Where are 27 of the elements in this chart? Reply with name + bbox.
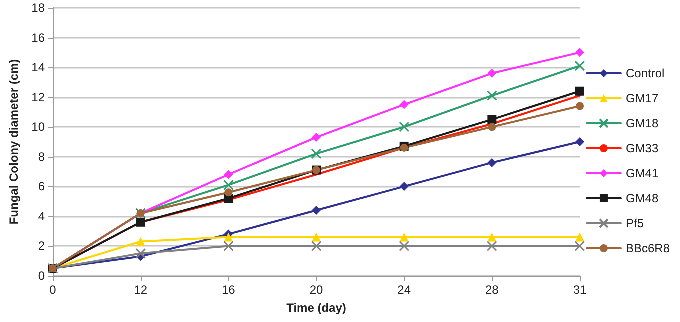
x-tick-label: 16 [222,283,236,297]
y-axis-title: Fungal Colony diameter (cm) [7,59,21,225]
y-tick-label: 6 [38,180,46,194]
y-tick-label: 8 [38,150,46,164]
y-tick-label: 0 [38,269,46,283]
x-tick-label: 28 [485,283,500,297]
legend-label: Control [626,66,665,80]
y-tick-label: 16 [32,30,46,45]
legend-label: BBc6R8 [626,242,670,256]
y-tick-label: 14 [32,60,46,75]
legend-label: GM41 [626,166,659,180]
x-tick-label: 0 [50,283,57,297]
y-tick-label: 2 [38,239,46,254]
x-tick-label: 24 [398,283,412,297]
legend-label: GM48 [626,192,659,206]
y-tick-label: 18 [32,1,46,15]
x-axis-title: Time (day) [286,301,346,315]
legend-label: GM33 [626,142,659,156]
x-tick-label: 31 [573,283,587,297]
x-tick-label: 12 [134,283,148,297]
y-tick-label: 12 [32,90,46,104]
legend-label: GM17 [626,92,659,106]
legend-label: GM18 [626,116,659,130]
legend-label: Pf5 [626,216,644,230]
y-tick-label: 4 [38,209,46,224]
y-tick-label: 10 [32,120,46,134]
x-tick-label: 20 [310,283,324,297]
